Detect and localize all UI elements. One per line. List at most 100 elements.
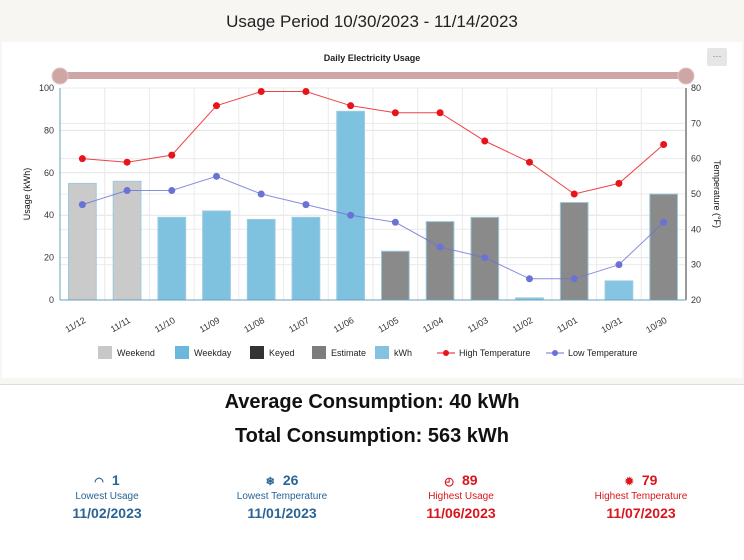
point-high-temperature	[526, 158, 533, 166]
y-axis-label: Usage (kWh)	[22, 168, 32, 221]
stat-value: 26	[282, 472, 299, 488]
x-tick-label: 11/02	[511, 315, 535, 335]
legend-marker	[552, 350, 558, 356]
stat-highest-temperature: ✹ 79 Highest Temperature 11/07/2023	[551, 472, 731, 521]
y2-tick-label: 30	[691, 260, 701, 270]
point-high-temperature	[481, 137, 489, 145]
stat-value: 89	[462, 472, 478, 488]
legend-item[interactable]: kWh	[394, 348, 412, 358]
y-tick-label: 20	[44, 253, 54, 263]
x-tick-label: 11/10	[153, 315, 177, 335]
point-low-temperature	[615, 261, 623, 269]
x-tick-label: 11/11	[109, 315, 132, 334]
x-tick-label: 10/31	[599, 315, 624, 335]
point-low-temperature	[78, 201, 86, 209]
point-low-temperature	[391, 218, 399, 226]
y2-tick-label: 50	[691, 189, 701, 199]
legend-item[interactable]: Keyed	[269, 348, 295, 358]
stat-date: 11/06/2023	[426, 505, 496, 521]
stat-date: 11/01/2023	[247, 505, 317, 521]
x-tick-label: 11/09	[198, 315, 222, 335]
legend-item[interactable]: High Temperature	[459, 348, 530, 358]
bar-11/10	[157, 216, 187, 301]
legend-swatch	[375, 346, 389, 359]
y-tick-label: 0	[49, 295, 54, 305]
x-tick-label: 11/12	[63, 315, 87, 335]
point-low-temperature	[660, 218, 668, 226]
point-high-temperature	[615, 179, 623, 187]
stat-label: Lowest Temperature	[236, 491, 328, 502]
sun-icon: ✹	[624, 476, 634, 488]
bar-10/30	[649, 193, 679, 301]
legend-swatch	[312, 346, 326, 359]
legend-swatch	[98, 346, 112, 359]
point-high-temperature	[213, 102, 220, 110]
legend-item[interactable]: Weekday	[194, 348, 232, 358]
legend-item[interactable]: Low Temperature	[568, 348, 637, 358]
line-high-temperature	[82, 91, 664, 195]
point-low-temperature	[526, 275, 533, 283]
point-high-temperature	[391, 109, 399, 117]
stat-label: Highest Usage	[428, 491, 494, 502]
chart-menu-button[interactable]: ···	[707, 48, 727, 66]
point-low-temperature	[570, 275, 578, 283]
x-tick-label: 11/07	[287, 315, 311, 335]
line-low-temperature	[82, 175, 664, 280]
y2-axis-label: Temperature (°F)	[712, 160, 722, 228]
point-low-temperature	[347, 211, 355, 219]
range-handle[interactable]	[51, 67, 69, 85]
x-tick-label: 11/05	[376, 315, 400, 335]
point-high-temperature	[123, 158, 131, 166]
summary-section	[0, 384, 744, 560]
y-tick-label: 40	[44, 210, 54, 220]
bar-11/03	[470, 216, 500, 301]
bar-10/31	[604, 280, 634, 301]
bar-11/11	[112, 180, 142, 301]
bar-11/08	[246, 218, 276, 301]
x-tick-label: 11/08	[242, 315, 266, 335]
bar-11/12	[67, 182, 97, 301]
legend-item[interactable]: Estimate	[331, 348, 366, 358]
point-high-temperature	[302, 88, 310, 96]
x-tick-label: 11/03	[466, 315, 490, 335]
bar-11/05	[380, 250, 410, 301]
stat-date: 11/07/2023	[606, 505, 676, 521]
range-scrollbar[interactable]	[60, 72, 686, 79]
gauge-low-icon: ◠	[94, 476, 104, 488]
point-low-temperature	[481, 254, 489, 262]
legend-item[interactable]: Weekend	[117, 348, 155, 358]
stat-highest-usage: ◴ 89 Highest Usage 11/06/2023	[371, 472, 551, 521]
page-title: Usage Period 10/30/2023 - 11/14/2023	[226, 12, 518, 31]
stat-label: Lowest Usage	[75, 491, 139, 502]
x-tick-label: 11/01	[555, 315, 579, 335]
bar-11/04	[425, 221, 455, 301]
y-tick-label: 80	[44, 125, 54, 135]
gauge-high-icon: ◴	[444, 476, 455, 488]
point-high-temperature	[660, 141, 668, 149]
point-low-temperature	[257, 190, 265, 198]
point-high-temperature	[168, 151, 176, 159]
stat-lowest-temperature: ❄ 26 Lowest Temperature 11/01/2023	[192, 472, 372, 521]
x-tick-label: 11/06	[332, 315, 356, 335]
stat-label: Highest Temperature	[594, 491, 688, 502]
point-high-temperature	[78, 155, 86, 163]
point-low-temperature	[436, 243, 444, 251]
stat-value: 1	[111, 472, 120, 488]
bar-11/07	[291, 216, 321, 301]
stat-value: 79	[641, 472, 658, 488]
point-low-temperature	[213, 172, 220, 180]
usage-chart: Daily Electricity Usage 0 20 40 60 80 100 20 30 4…	[22, 53, 722, 359]
y-tick-label: 60	[44, 168, 54, 178]
y2-tick-label: 60	[691, 154, 701, 164]
range-handle[interactable]	[677, 67, 695, 85]
point-high-temperature	[570, 190, 578, 198]
x-tick-label: 11/04	[421, 315, 445, 335]
chart-title: Daily Electricity Usage	[324, 53, 421, 63]
point-high-temperature	[347, 102, 355, 110]
legend-marker	[443, 350, 449, 356]
point-high-temperature	[436, 109, 444, 117]
legend-swatch	[250, 346, 264, 359]
y2-tick-label: 40	[691, 224, 701, 234]
point-low-temperature	[123, 186, 131, 194]
average-consumption: Average Consumption: 40 kWh	[224, 391, 520, 413]
